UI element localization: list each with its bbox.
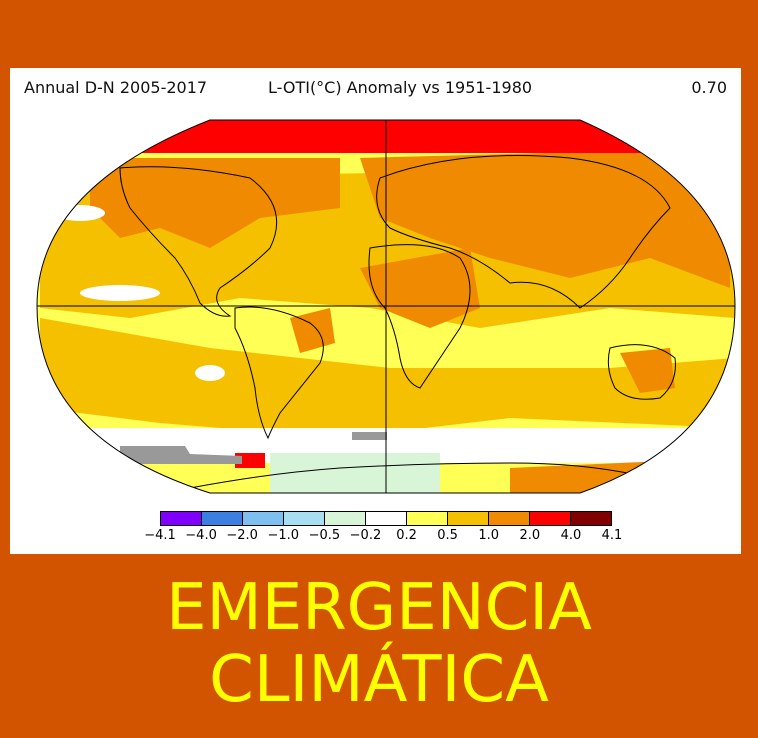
legend-tick-label: −1.0 [267,528,300,543]
legend-tick-label: −0.2 [349,528,382,543]
legend-tick-label: −0.5 [308,528,341,543]
anomaly-field [37,120,735,493]
gold-zone-south [40,318,735,438]
legend-swatch [243,512,284,525]
legend-swatch [202,512,243,525]
legend-swatch [489,512,530,525]
white-southern-ocean-band [40,428,735,463]
legend-tick-label: 0.2 [396,528,417,543]
period-label: Annual D-N 2005-2017 [24,78,208,97]
legend-tick-label: 2.0 [519,528,541,543]
white-patch-pacific [55,205,105,221]
coastline-outlines [119,155,676,489]
legend-tick-label: −2.0 [226,528,258,543]
legend-tick-label: −4.0 [185,528,217,543]
legend-swatch [325,512,366,525]
missing-data-gray [120,446,242,464]
white-patch-atlantic [80,285,160,301]
legend-tick-label: 4.1 [601,528,623,543]
orange-zone-africa [360,248,480,328]
map-panel: Annual D-N 2005-2017 L-OTI(°C) Anomaly v… [10,68,741,554]
banner-title: EMERGENCIA CLIMÁTICA [0,572,758,716]
coastline-australia [607,344,676,400]
legend-swatch [366,512,407,525]
map-title: L-OTI(°C) Anomaly vs 1951-1980 [268,78,533,97]
banner-title-line1: EMERGENCIA [166,571,592,645]
orange-zone-eurasia [360,148,730,288]
temperature-anomaly-map [36,119,736,494]
coastline-africa [368,244,471,389]
coastline-eurasia [376,155,671,309]
coastline-north-america [119,166,278,317]
legend-tick-label: 1.0 [478,528,500,543]
orange-zone-north-america [90,158,340,248]
legend-swatch [407,512,448,525]
global-mean-value: 0.70 [691,78,727,97]
red-antarctic-zone [235,453,265,468]
white-patch-south-pacific [195,365,225,381]
legend-tick-label: 4.0 [560,528,582,543]
color-scale-ticks: −4.1 −4.0 −2.0 −1.0 −0.5 −0.2 0.2 0.5 1.0 2.0 4.0 4… [144,528,622,546]
legend-swatch [284,512,325,525]
banner-title-line2: CLIMÁTICA [209,643,549,717]
legend-swatch [448,512,489,525]
color-scale-bar [160,511,612,526]
globe-outline [36,119,736,494]
coastline-south-america [234,306,324,440]
coastline-antarctica [189,462,651,489]
legend-swatch [161,512,202,525]
orange-zone-australia [620,348,675,393]
legend-tick-label: 0.5 [437,528,458,543]
pale-antarctic-zone [270,453,440,493]
legend-tick-label: −4.1 [144,528,176,543]
legend-swatch [530,512,571,525]
legend-swatch [571,512,611,525]
missing-data-gray-east [352,432,387,440]
